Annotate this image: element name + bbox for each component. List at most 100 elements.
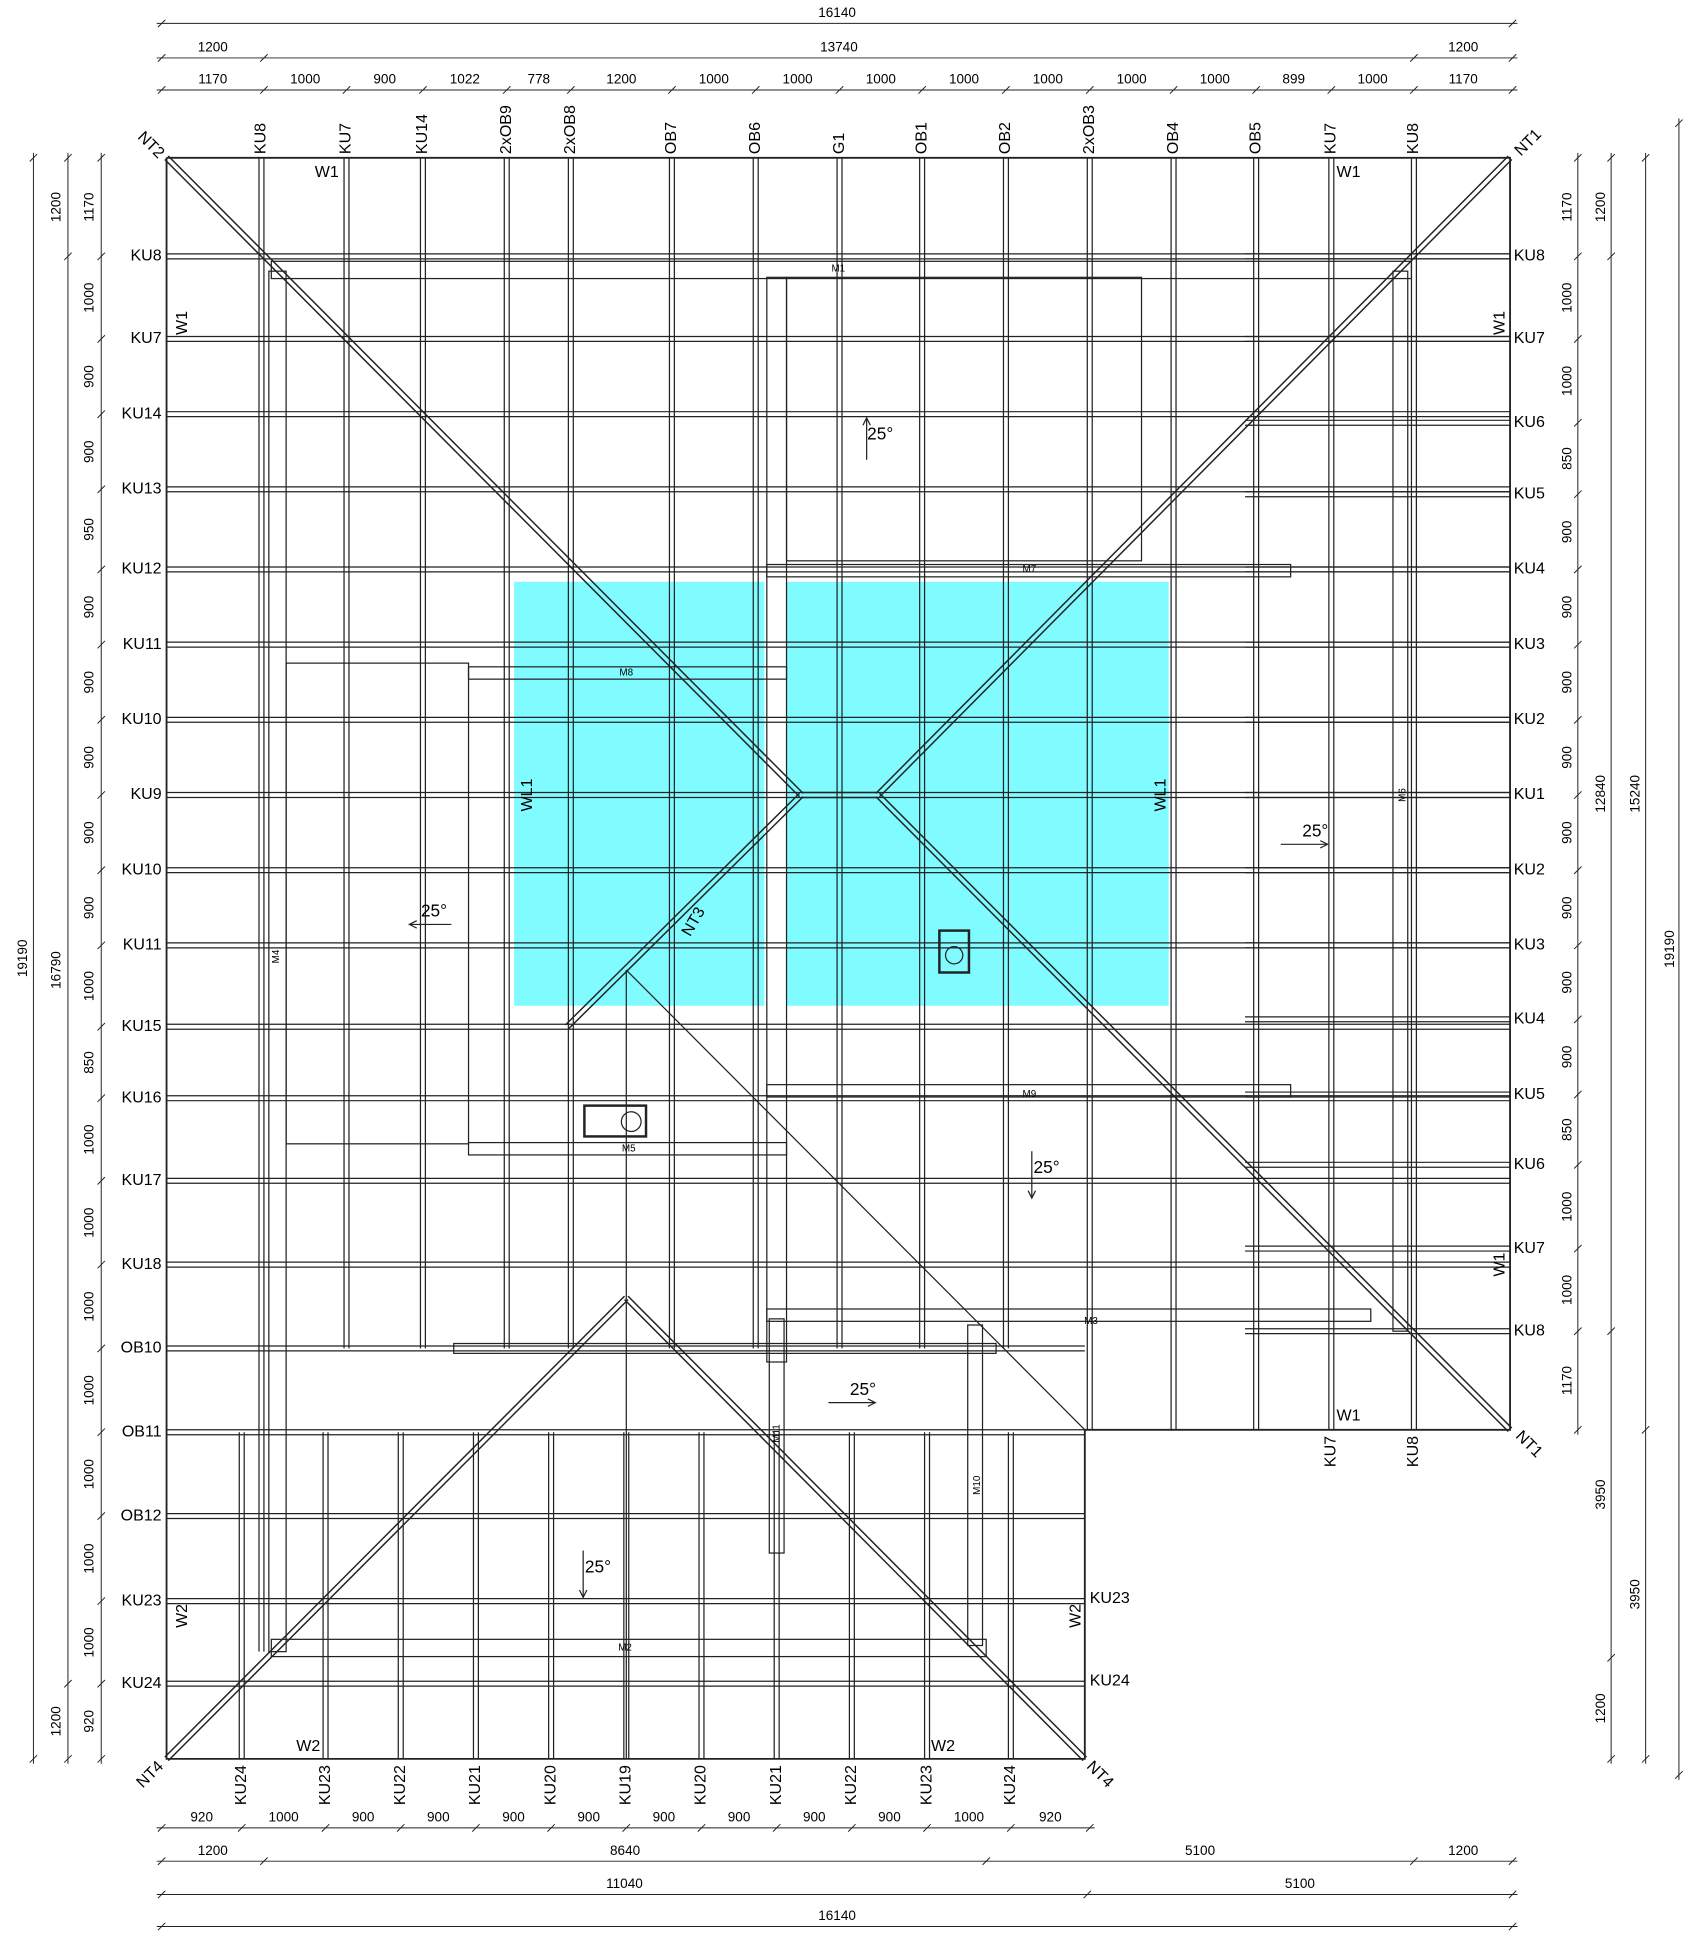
dimension-tick: [1573, 153, 1582, 162]
dimension-tick: [1573, 565, 1582, 574]
beam: [766, 1308, 1372, 1322]
dimension-label: 900: [1560, 971, 1575, 994]
rafter-label: KU10: [122, 710, 162, 728]
dimension-label: 1000: [82, 1544, 97, 1574]
dimension-label: 1000: [82, 1375, 97, 1405]
highlight-area: [514, 581, 765, 1006]
hip-line: [167, 155, 804, 794]
corner-label: NT1: [1511, 125, 1545, 159]
rafter-label: KU15: [122, 1017, 162, 1035]
dimension-label: 1200: [198, 1843, 228, 1858]
wall-label: W1: [1337, 1406, 1361, 1424]
dimension-label: 1200: [1593, 1693, 1608, 1723]
rafter-label: KU11: [123, 936, 162, 954]
rafter-label: KU2: [1514, 860, 1545, 878]
rafter-label: KU21: [767, 1765, 785, 1805]
rafter-label: KU3: [1514, 635, 1545, 653]
dimension-tick: [1573, 866, 1582, 875]
dimension-label: 1200: [48, 192, 63, 222]
dimension-label: 1000: [82, 971, 97, 1001]
valley-line: [625, 969, 1086, 1431]
rafter-label: KU8: [130, 247, 161, 265]
rafter-label: KU17: [122, 1171, 162, 1189]
dimension-tick: [97, 1512, 106, 1521]
dimension-label: 950: [82, 518, 97, 541]
beam: [270, 260, 1413, 280]
rafter-label: OB12: [121, 1506, 162, 1524]
dimension-tick: [1085, 85, 1094, 95]
rafter-label: KU21: [466, 1765, 484, 1805]
dimension-tick: [1327, 85, 1336, 95]
dimension-label: 900: [1560, 671, 1575, 694]
dimension-label: 920: [1039, 1810, 1062, 1825]
dimension-label: 900: [1560, 821, 1575, 844]
rafter-label: KU7: [1322, 1436, 1340, 1467]
dimension-label: 1200: [606, 72, 636, 87]
dimension-label: 3950: [1627, 1579, 1642, 1609]
rafter-label: KU8: [1404, 1436, 1422, 1467]
rafter-label: KU4: [1514, 1010, 1545, 1028]
dimension-tick: [97, 334, 106, 344]
beam-label: M1: [831, 263, 845, 274]
dimension-tick: [1573, 334, 1582, 344]
highlight-area: [786, 581, 1169, 1006]
rafter-label: OB1: [912, 122, 930, 154]
dimension-tick: [97, 153, 106, 162]
rafter-label: KU1: [1514, 785, 1545, 803]
pitch-label: 25°: [1302, 821, 1328, 841]
dimension-label: 1000: [1200, 72, 1230, 87]
dimension-tick: [1573, 790, 1582, 800]
dimension-tick: [259, 53, 268, 62]
rafter-label: KU6: [1514, 413, 1545, 431]
roof-outline: [165, 156, 1511, 1760]
dimension-tick: [1001, 85, 1010, 95]
dimension-label: 1000: [954, 1810, 984, 1825]
rafter-label: G1: [830, 133, 848, 154]
rafter-label: KU20: [541, 1765, 559, 1805]
dimension-label: 1200: [48, 1706, 63, 1736]
rafter-label: KU16: [122, 1088, 162, 1106]
beam: [766, 276, 788, 1363]
dimension-label: 1170: [1560, 193, 1575, 222]
rafter-label: KU9: [130, 785, 161, 803]
rafter-label: KU4: [1514, 560, 1545, 578]
dimension-label: 1170: [1560, 1366, 1575, 1395]
dimension-label: 1000: [82, 1291, 97, 1321]
wall-label: W2: [173, 1604, 191, 1628]
dimension-label: 900: [373, 72, 396, 87]
dimension-label: 12840: [1593, 775, 1608, 813]
dimension-tick: [1409, 53, 1418, 62]
dimension-tick: [982, 1857, 991, 1866]
dimension-label: 900: [1560, 596, 1575, 619]
rafter-label: KU11: [123, 635, 162, 653]
dimension-tick: [97, 1260, 106, 1269]
pitch-arrow: [407, 920, 418, 929]
dimension-tick: [1573, 252, 1582, 261]
dimension-label: 900: [728, 1810, 751, 1825]
dimension-tick: [157, 53, 166, 62]
dimension-tick: [1508, 53, 1517, 62]
beam: [270, 1638, 987, 1658]
hip-line: [167, 1299, 629, 1762]
rafter-label: KU2: [1514, 710, 1545, 728]
pitch-arrow: [867, 1398, 877, 1407]
dimension-label: 1170: [82, 193, 97, 222]
dimension-label: 920: [190, 1810, 213, 1825]
rafter-label: 2xOB3: [1080, 105, 1098, 154]
dimension-tick: [697, 1823, 706, 1832]
dimension-label: 900: [82, 440, 97, 463]
rafter-label: KU23: [1090, 1589, 1130, 1607]
dimension-label: 1000: [699, 72, 729, 87]
dimension-tick: [1607, 252, 1616, 261]
dimension-tick: [418, 85, 427, 95]
dimension-tick: [97, 790, 106, 800]
dimension-label: 1000: [82, 1208, 97, 1238]
dimension-tick: [1083, 1890, 1092, 1899]
dimension-tick: [1573, 640, 1582, 649]
dimension-tick: [1252, 85, 1261, 95]
pitch-label: 25°: [585, 1556, 611, 1576]
dimension-label: 900: [1560, 896, 1575, 919]
dimension-label: 850: [82, 1051, 97, 1074]
dimension-tick: [1409, 85, 1418, 95]
